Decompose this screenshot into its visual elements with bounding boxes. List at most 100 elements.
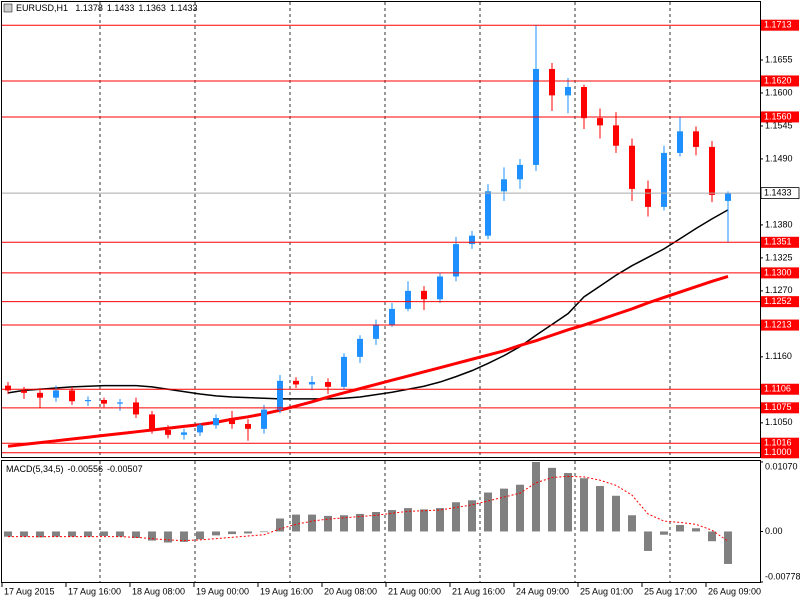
candle-body (725, 193, 731, 201)
candle-body (405, 290, 411, 309)
candle-body (597, 118, 603, 126)
candle-body (629, 145, 635, 189)
macd-bar (68, 531, 76, 537)
macd-bar (420, 509, 428, 532)
level-label: 1.1016 (764, 438, 792, 448)
candle-body (501, 179, 507, 192)
candle-body (293, 380, 299, 385)
level-label: 1.1620 (764, 75, 792, 85)
x-tick-label: 19 Aug 00:00 (196, 586, 249, 596)
macd-header: MACD(5,34,5) -0.00556 -0.00507 (6, 464, 143, 474)
y-tick-label: 1.1600 (765, 87, 793, 97)
candle-body (149, 414, 155, 431)
candle-body (165, 430, 171, 435)
macd-title: MACD(5,34,5) (6, 464, 64, 474)
x-tick-label: 25 Aug 01:00 (580, 586, 633, 596)
x-tick-label: 19 Aug 16:00 (260, 586, 313, 596)
x-tick-label: 18 Aug 08:00 (132, 586, 185, 596)
header-value: 1.1433 (107, 3, 135, 13)
macd-bar (628, 515, 636, 532)
candle-body (261, 409, 267, 429)
x-tick-label: 21 Aug 16:00 (452, 586, 505, 596)
level-label-box (761, 236, 799, 248)
candle-body (373, 324, 379, 339)
level-label: 1.1000 (764, 447, 792, 457)
macd-bar (404, 508, 412, 532)
macd-bar (644, 531, 652, 551)
signal-line (8, 475, 729, 542)
macd-bar (84, 531, 92, 537)
level-label-box (761, 319, 799, 331)
candle-body (453, 244, 459, 277)
x-tick-label: 20 Aug 08:00 (324, 586, 377, 596)
candle-body (101, 400, 107, 404)
candle-body (677, 131, 683, 153)
level-label: 1.1252 (764, 296, 792, 306)
current-price-label: 1.1433 (764, 187, 792, 197)
header-value: 1.1363 (138, 3, 166, 13)
macd-bar (276, 518, 284, 532)
candle-body (117, 402, 123, 404)
macd-bar (708, 531, 716, 542)
candle-body (53, 390, 59, 398)
level-label: 1.1351 (764, 237, 792, 247)
candle-body (213, 418, 219, 426)
level-label: 1.1300 (764, 267, 792, 277)
level-label-box (761, 437, 799, 449)
macd-bar (660, 531, 668, 535)
macd-bar (580, 478, 588, 532)
macd-bar (196, 531, 204, 540)
level-label-box (761, 111, 799, 123)
candle-body (181, 432, 187, 435)
macd-bar (292, 514, 300, 532)
macd-bar (148, 531, 156, 541)
macd-bar (548, 467, 556, 532)
macd-bar (36, 531, 44, 538)
macd-bar (516, 484, 524, 532)
candle-body (197, 425, 203, 433)
level-label: 1.1560 (764, 111, 792, 121)
chart-header: EURUSD,H1 1.1378 1.1433 1.1363 1.1433 (16, 3, 197, 13)
macd-bar (372, 512, 380, 532)
level-label-box (761, 75, 799, 87)
candle-body (565, 86, 571, 96)
x-tick-label: 25 Aug 17:00 (644, 586, 697, 596)
macd-bar (52, 531, 60, 537)
candle-body (709, 146, 715, 195)
macd-bar (244, 531, 252, 534)
candle-body (133, 402, 139, 415)
macd-bar (20, 531, 28, 537)
candle-body (437, 276, 443, 300)
macd-bar (452, 502, 460, 532)
x-tick-label: 17 Aug 16:00 (68, 586, 121, 596)
candle-body (5, 385, 11, 391)
macd-bar (596, 486, 604, 532)
candle-body (645, 188, 651, 207)
candle-body (581, 86, 587, 119)
macd-bar (100, 531, 108, 537)
macd-bar (324, 515, 332, 532)
candle-body (613, 125, 619, 146)
moving-average (7, 209, 729, 400)
candle-body (69, 390, 75, 402)
macd-bar (612, 495, 620, 532)
level-label-box (761, 19, 799, 31)
macd-bar (564, 473, 572, 532)
macd-bar (164, 531, 172, 543)
candle-body (341, 356, 347, 387)
macd-bar (724, 531, 732, 564)
macd-bar (532, 462, 540, 532)
candle-body (661, 152, 667, 207)
y-tick-label: 1.1325 (765, 252, 793, 262)
macd-bar (340, 515, 348, 532)
candle-body (277, 380, 283, 410)
symbol: EURUSD,H1 (16, 3, 68, 13)
macd-bar (212, 531, 220, 536)
candle-body (325, 382, 331, 387)
y-tick-label: 1.1545 (765, 120, 793, 130)
y-tick-label: 1.1050 (765, 417, 793, 427)
candle-body (421, 290, 427, 300)
macd-bar (468, 500, 476, 532)
